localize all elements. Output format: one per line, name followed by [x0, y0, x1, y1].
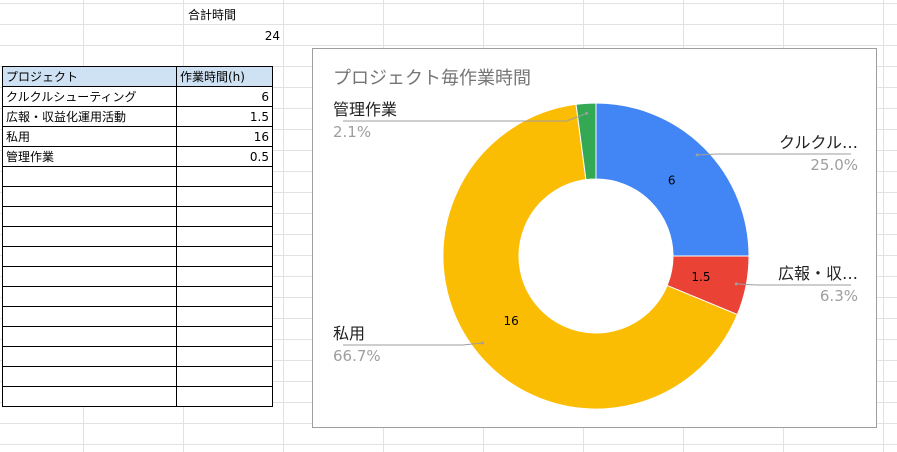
table-row: 私用 16 — [2, 126, 273, 147]
slice-3[interactable] — [575, 102, 597, 181]
empty-cell[interactable] — [176, 286, 273, 307]
table-row: 管理作業 0.5 — [2, 146, 273, 167]
project-name-cell[interactable]: 広報・収益化運用活動 — [2, 106, 177, 127]
empty-row — [2, 306, 273, 327]
hours-cell[interactable]: 1.5 — [176, 106, 273, 127]
empty-row — [2, 186, 273, 207]
empty-cell[interactable] — [2, 186, 177, 207]
empty-cell[interactable] — [176, 186, 273, 207]
slice-name-label: 広報・収… — [778, 264, 858, 283]
header-project[interactable]: プロジェクト — [2, 66, 177, 87]
empty-cell[interactable] — [176, 346, 273, 367]
empty-cell[interactable] — [176, 166, 273, 187]
slice-name-label: 私用 — [333, 324, 365, 343]
empty-row — [2, 206, 273, 227]
empty-cell[interactable] — [2, 286, 177, 307]
empty-row — [2, 286, 273, 307]
table-row: クルクルシューティング 6 — [2, 86, 273, 107]
empty-cell[interactable] — [176, 266, 273, 287]
hours-cell[interactable]: 0.5 — [176, 146, 273, 167]
slice-percent-label: 25.0% — [810, 156, 858, 174]
slice-value-label: 16 — [503, 314, 518, 328]
empty-row — [2, 386, 273, 407]
empty-cell[interactable] — [2, 246, 177, 267]
empty-row — [2, 246, 273, 267]
table-row: 広報・収益化運用活動 1.5 — [2, 106, 273, 127]
empty-cell[interactable] — [2, 206, 177, 227]
slice-0[interactable] — [595, 102, 750, 257]
empty-cell[interactable] — [176, 366, 273, 387]
empty-cell[interactable] — [176, 386, 273, 407]
slice-percent-label: 66.7% — [333, 347, 381, 365]
project-name-cell[interactable]: 私用 — [2, 126, 177, 147]
empty-cell[interactable] — [2, 326, 177, 347]
empty-cell[interactable] — [2, 366, 177, 387]
empty-cell[interactable] — [2, 306, 177, 327]
empty-row — [2, 326, 273, 347]
total-hours-label[interactable]: 合計時間 — [188, 8, 237, 22]
project-name-cell[interactable]: クルクルシューティング — [2, 86, 177, 107]
empty-row — [2, 266, 273, 287]
leader-line — [736, 283, 851, 286]
empty-cell[interactable] — [176, 326, 273, 347]
empty-cell[interactable] — [2, 166, 177, 187]
slice-percent-label: 6.3% — [820, 287, 858, 305]
empty-cell[interactable] — [176, 306, 273, 327]
leader-line — [343, 342, 483, 346]
empty-row — [2, 166, 273, 187]
slice-name-label: クルクル… — [779, 133, 858, 152]
total-hours-value[interactable]: 24 — [264, 29, 280, 43]
empty-row — [2, 366, 273, 387]
slice-percent-label: 2.1% — [333, 123, 371, 141]
project-name-cell[interactable]: 管理作業 — [2, 146, 177, 167]
table-header-row: プロジェクト 作業時間(h) — [2, 66, 273, 87]
empty-cell[interactable] — [2, 386, 177, 407]
slice-value-label: 1.5 — [691, 270, 710, 284]
empty-row — [2, 226, 273, 247]
chart-title: プロジェクト毎作業時間 — [333, 68, 531, 89]
empty-cell[interactable] — [2, 266, 177, 287]
hours-cell[interactable]: 16 — [176, 126, 273, 147]
hours-cell[interactable]: 6 — [176, 86, 273, 107]
slice-value-label: 6 — [668, 173, 676, 187]
donut-chart[interactable]: プロジェクト毎作業時間 6 クルクル… 25.0% 1.5 広報・収… 6.3% 16 私用 6… — [312, 48, 877, 428]
slice-2[interactable] — [442, 103, 739, 410]
header-hours[interactable]: 作業時間(h) — [176, 66, 273, 87]
empty-cell[interactable] — [2, 346, 177, 367]
empty-cell[interactable] — [2, 226, 177, 247]
empty-row — [2, 346, 273, 367]
project-hours-table: プロジェクト 作業時間(h) クルクルシューティング 6 広報・収益化運用活動 1.5… — [2, 66, 273, 407]
empty-cell[interactable] — [176, 206, 273, 227]
leader-line — [343, 112, 587, 122]
empty-cell[interactable] — [176, 246, 273, 267]
empty-cell[interactable] — [176, 226, 273, 247]
chart-svg: 6 クルクル… 25.0% 1.5 広報・収… 6.3% 16 私用 66.7% 管理作業 2.1% — [333, 100, 858, 410]
leader-line — [697, 153, 851, 156]
slice-name-label: 管理作業 — [333, 100, 397, 119]
